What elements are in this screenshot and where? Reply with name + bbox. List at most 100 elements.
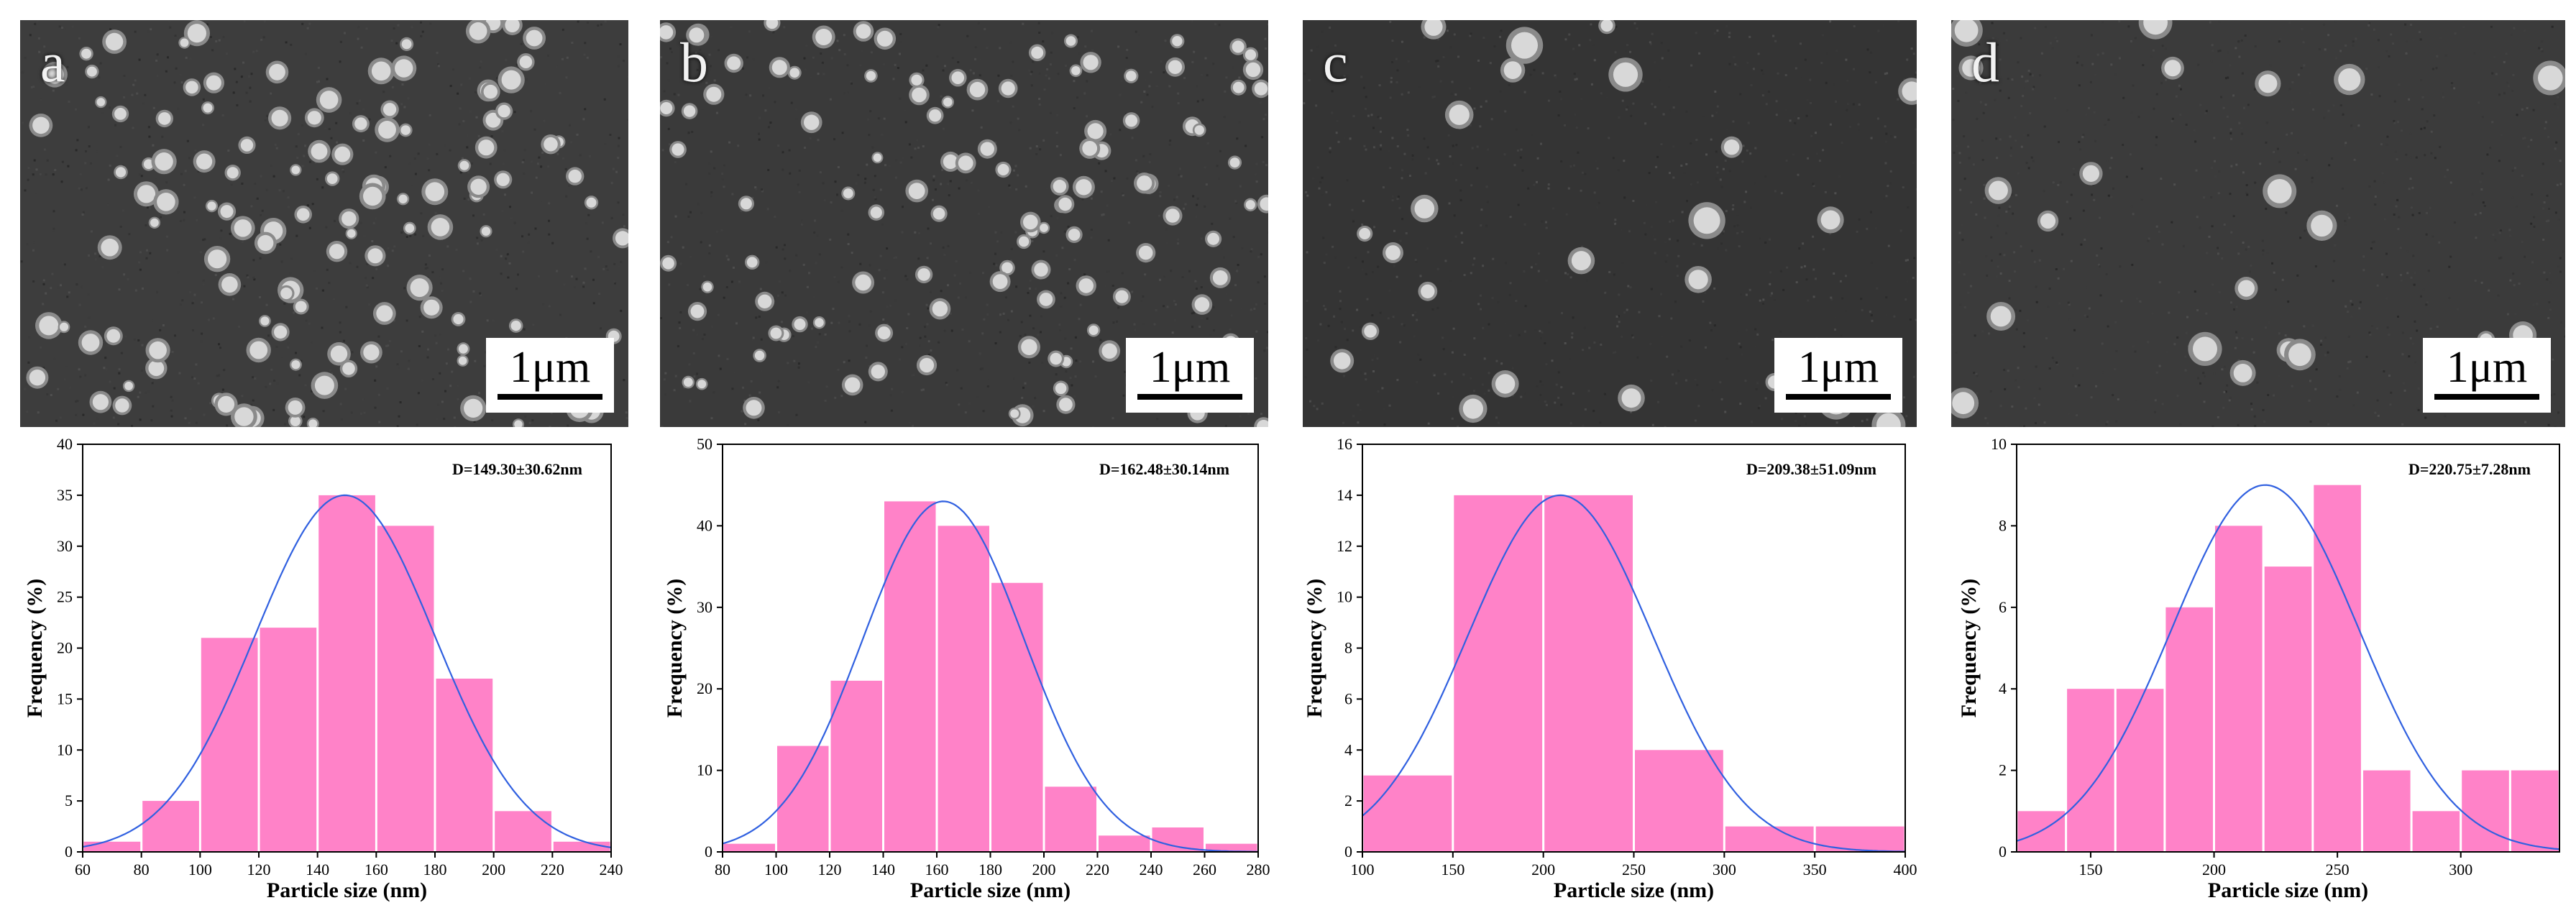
y-tick-label: 20 bbox=[697, 679, 712, 697]
x-tick-label: 350 bbox=[1803, 861, 1827, 878]
x-tick-label: 250 bbox=[1622, 861, 1646, 878]
y-tick-label: 10 bbox=[1991, 435, 2007, 453]
scale-bar-label-d: 1μm bbox=[2446, 343, 2528, 392]
x-tick-label: 260 bbox=[1193, 861, 1216, 878]
y-tick-label: 30 bbox=[697, 598, 712, 616]
scale-bar-line-c bbox=[1786, 394, 1891, 400]
histogram-bar bbox=[777, 745, 829, 852]
histogram-bar bbox=[260, 628, 317, 852]
x-tick-label: 220 bbox=[541, 861, 564, 878]
y-tick-label: 40 bbox=[57, 435, 73, 453]
x-tick-label: 60 bbox=[75, 861, 91, 878]
histogram-c: 100 150 200 250 300 350 400 0 2 4 6 8 10 12 14 16 Partic… bbox=[1280, 428, 1920, 913]
histogram-bar bbox=[2067, 689, 2114, 852]
y-axis-title: Frequency (%) bbox=[23, 579, 47, 718]
y-tick-label: 40 bbox=[697, 516, 712, 534]
scale-bar-label-c: 1μm bbox=[1797, 343, 1879, 392]
x-tick-label: 120 bbox=[247, 861, 271, 878]
x-tick-label: 220 bbox=[1086, 861, 1109, 878]
histogram-bar bbox=[377, 526, 434, 852]
sem-image-b: b 1μm bbox=[660, 20, 1268, 427]
scale-bar-label-a: 1μm bbox=[509, 343, 591, 392]
histogram-bar bbox=[1206, 843, 1257, 852]
panel-label-a: a bbox=[40, 31, 65, 93]
y-tick-label: 50 bbox=[697, 435, 712, 453]
scale-bar-label-b: 1μm bbox=[1149, 343, 1231, 392]
y-axis-title: Frequency (%) bbox=[663, 579, 687, 718]
x-tick-label: 400 bbox=[1894, 861, 1917, 878]
histogram-bar bbox=[723, 843, 775, 852]
y-tick-label: 8 bbox=[1999, 516, 2007, 534]
x-tick-label: 150 bbox=[1441, 861, 1465, 878]
y-tick-label: 2 bbox=[1344, 792, 1352, 809]
y-tick-label: 0 bbox=[705, 843, 712, 861]
histogram-bar bbox=[2215, 526, 2263, 852]
histogram-bar bbox=[2264, 566, 2312, 852]
scale-bar-c: 1μm bbox=[1774, 338, 1902, 413]
gaussian-fit-line bbox=[1362, 494, 1905, 853]
histogram-bar bbox=[318, 495, 375, 852]
y-tick-label: 2 bbox=[1999, 761, 2007, 779]
histogram-bar bbox=[884, 501, 936, 852]
x-tick-label: 150 bbox=[2078, 861, 2102, 878]
histogram-svg-a: 60 80 100 120 140 160 180 200 220 240 0 5 10 15 20 25 30… bbox=[23, 435, 623, 902]
histogram-bar bbox=[1635, 750, 1723, 853]
size-annotation: D=209.38±51.09nm bbox=[1746, 460, 1876, 478]
sem-image-d: d 1μm bbox=[1951, 20, 2565, 427]
histogram-bar bbox=[142, 801, 199, 852]
y-tick-label: 10 bbox=[1337, 588, 1352, 606]
histogram-svg-b: 80 100 120 140 160 180 200 220 240 260 280 0 10 20 30 4… bbox=[663, 435, 1270, 902]
x-tick-label: 160 bbox=[365, 861, 388, 878]
histogram-bar bbox=[1544, 495, 1633, 852]
y-tick-label: 14 bbox=[1337, 486, 1352, 504]
histogram-bar bbox=[938, 526, 989, 852]
x-tick-label: 250 bbox=[2326, 861, 2350, 878]
sem-particles-a bbox=[20, 20, 628, 427]
y-tick-label: 4 bbox=[1999, 679, 2007, 697]
histogram-bar bbox=[2511, 770, 2559, 852]
gaussian-fit-line bbox=[722, 500, 1259, 853]
y-tick-label: 10 bbox=[697, 761, 712, 779]
x-tick-label: 200 bbox=[1032, 861, 1056, 878]
x-tick-label: 280 bbox=[1247, 861, 1270, 878]
y-tick-label: 0 bbox=[1999, 843, 2007, 861]
x-tick-label: 80 bbox=[715, 861, 730, 878]
scale-bar-d: 1μm bbox=[2423, 338, 2551, 413]
histogram-bar bbox=[2165, 607, 2213, 852]
y-tick-label: 12 bbox=[1337, 537, 1352, 555]
x-tick-label: 300 bbox=[2449, 861, 2472, 878]
histogram-svg-d: 150 200 250 300 0 2 4 6 8 10 Particle size (nm) Fre… bbox=[1957, 435, 2560, 902]
histogram-bar bbox=[1815, 826, 1905, 852]
histogram-d: 150 200 250 300 0 2 4 6 8 10 Particle size (nm) Fre… bbox=[1934, 428, 2574, 913]
x-tick-label: 240 bbox=[600, 861, 623, 878]
histogram-bar bbox=[2462, 770, 2509, 852]
x-tick-label: 100 bbox=[188, 861, 212, 878]
x-tick-label: 300 bbox=[1713, 861, 1736, 878]
sem-image-c: c 1μm bbox=[1303, 20, 1917, 427]
panel-label-b: b bbox=[680, 31, 708, 93]
panel-label-c: c bbox=[1323, 31, 1348, 93]
y-tick-label: 6 bbox=[1344, 689, 1352, 707]
scale-bar-b: 1μm bbox=[1126, 338, 1254, 413]
scale-bar-line-b bbox=[1137, 394, 1242, 400]
histogram-bar bbox=[2412, 811, 2460, 852]
y-tick-label: 8 bbox=[1344, 639, 1352, 657]
x-tick-label: 100 bbox=[1351, 861, 1375, 878]
scale-bar-a: 1μm bbox=[486, 338, 614, 413]
histogram-bar bbox=[830, 680, 882, 852]
x-tick-label: 140 bbox=[306, 861, 329, 878]
histogram-bar bbox=[2363, 770, 2411, 852]
histogram-bar bbox=[436, 679, 493, 852]
x-axis-title: Particle size (nm) bbox=[267, 878, 427, 902]
x-tick-label: 140 bbox=[871, 861, 895, 878]
size-annotation: D=220.75±7.28nm bbox=[2408, 460, 2531, 478]
gaussian-fit-line bbox=[2016, 484, 2560, 850]
y-axis-title: Frequency (%) bbox=[1303, 579, 1326, 718]
y-tick-label: 5 bbox=[65, 792, 73, 809]
histogram-bar bbox=[1045, 786, 1096, 852]
panel-label-d: d bbox=[1971, 31, 1999, 93]
y-tick-label: 35 bbox=[57, 486, 73, 504]
x-axis-title: Particle size (nm) bbox=[1554, 878, 1714, 902]
histogram-bar bbox=[1099, 835, 1150, 852]
size-annotation: D=162.48±30.14nm bbox=[1099, 460, 1229, 478]
